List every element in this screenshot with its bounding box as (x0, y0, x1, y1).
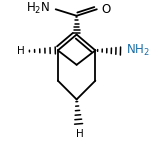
Text: H: H (17, 46, 24, 56)
Text: $\mathregular{NH_2}$: $\mathregular{NH_2}$ (126, 43, 151, 58)
Text: $\mathregular{H_2N}$: $\mathregular{H_2N}$ (26, 1, 50, 16)
Text: O: O (102, 3, 111, 16)
Text: H: H (76, 129, 84, 139)
